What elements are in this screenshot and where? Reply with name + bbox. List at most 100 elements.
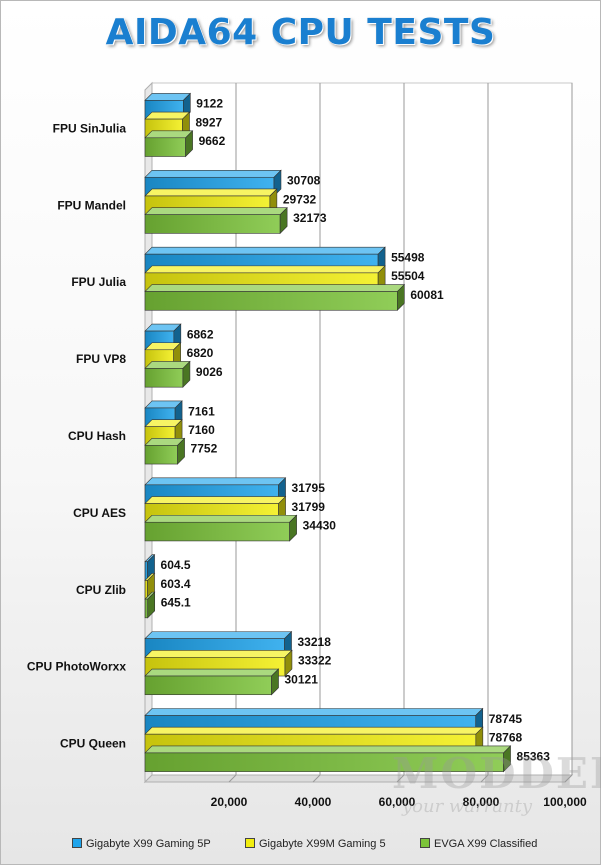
bar-top-face [144, 93, 192, 101]
legend-item: Gigabyte X99 Gaming 5P [72, 838, 211, 850]
data-label: 32173 [293, 211, 327, 225]
bar-top-face [144, 207, 288, 215]
category-label: CPU Hash [68, 429, 126, 443]
bar-top-face [144, 361, 191, 369]
category-label: CPU Queen [60, 737, 126, 751]
bar-end-face [147, 591, 156, 619]
data-label: 85363 [517, 749, 551, 763]
x-tick-label: 40,000 [295, 795, 332, 809]
bar-front-face [144, 521, 290, 542]
x-tick-label: 20,000 [211, 795, 248, 809]
data-label: 604.5 [161, 558, 191, 572]
data-label: 9026 [196, 365, 223, 379]
bar-top-face [144, 514, 298, 523]
bar-top-face [144, 668, 280, 677]
bar-end-face [503, 745, 511, 773]
plot-floor [143, 774, 574, 783]
bar-front-face [144, 368, 184, 388]
x-tick-label: 60,000 [379, 795, 416, 809]
bar-front-face [144, 580, 148, 600]
bar [144, 745, 512, 773]
gridline-floor [564, 774, 573, 783]
bar-front-face [144, 598, 149, 619]
bar-front-face [144, 137, 186, 157]
bar-end-face [177, 437, 185, 465]
gridline-floor [312, 774, 321, 783]
bar-top-face [144, 631, 293, 639]
data-label: 33322 [298, 654, 332, 668]
bar [144, 514, 298, 542]
bar-top-face [144, 265, 386, 274]
bar [144, 130, 194, 158]
data-label: 30121 [285, 672, 319, 686]
data-label: 31795 [292, 481, 326, 495]
data-label: 9122 [196, 97, 223, 111]
legend-item: EVGA X99 Classified [420, 838, 537, 850]
data-label: 55498 [391, 251, 425, 265]
category-label: CPU AES [73, 506, 126, 520]
category-label: FPU SinJulia [53, 121, 127, 135]
bar-top-face [144, 477, 287, 486]
legend-label: EVGA X99 Classified [434, 838, 538, 850]
category-label: CPU PhotoWorxx [27, 660, 126, 674]
bar [144, 360, 191, 388]
gridline-floor [480, 774, 489, 783]
data-label: 78768 [489, 731, 523, 745]
bar-front-face [144, 214, 281, 234]
legend-swatch [245, 838, 255, 848]
legend: Gigabyte X99 Gaming 5P Gigabyte X99M Gami… [0, 836, 601, 854]
data-label: 645.1 [161, 595, 191, 609]
bar-top-face [144, 650, 293, 658]
data-label: 60081 [410, 288, 444, 302]
bar-top-face [144, 284, 406, 292]
bar-end-face [182, 360, 191, 388]
bar-top-face [144, 111, 191, 120]
data-label: 7161 [188, 404, 215, 418]
bar [144, 206, 288, 235]
data-label: 29732 [283, 192, 317, 206]
bar-end-face [289, 514, 297, 542]
bar-front-face [144, 445, 178, 465]
bar-top-face [144, 708, 484, 716]
bar-front-face [144, 291, 398, 311]
bar-top-face [144, 496, 287, 504]
bar-front-face [144, 675, 272, 696]
bar-top-face [144, 726, 484, 735]
data-label: 9662 [199, 134, 226, 148]
chart-title: AIDA64 CPU TESTS [105, 12, 496, 53]
data-label: 6820 [187, 346, 214, 360]
category-label: CPU Zlib [76, 583, 126, 597]
bar-top-face [144, 169, 282, 178]
bar-front-face [144, 752, 504, 772]
data-label: 31799 [292, 500, 326, 514]
category-label: FPU VP8 [76, 352, 126, 366]
bar [144, 668, 280, 696]
gridline-floor [396, 774, 405, 783]
bar-top-face [144, 130, 194, 139]
bar-end-face [271, 668, 279, 696]
bar-top-face [144, 745, 512, 754]
bar-end-face [279, 206, 288, 235]
data-label: 55504 [391, 269, 425, 283]
bar [144, 591, 156, 619]
gridline-floor [228, 774, 237, 783]
data-label: 603.4 [161, 577, 191, 591]
bar-end-face [185, 130, 193, 158]
data-label: 33218 [298, 635, 332, 649]
data-label: 34430 [303, 519, 337, 533]
bar-top-face [144, 188, 278, 197]
x-tick-label: 100,000 [543, 795, 587, 809]
bar-front-face [144, 561, 148, 581]
x-tick-label: 80,000 [463, 795, 500, 809]
data-label: 6862 [187, 327, 214, 341]
bar [144, 283, 406, 311]
legend-label: Gigabyte X99M Gaming 5 [259, 838, 386, 850]
data-label: 8927 [195, 115, 222, 129]
bar [144, 437, 186, 465]
data-label: 7752 [191, 442, 218, 456]
data-label: 30708 [287, 174, 321, 188]
category-label: FPU Mandel [57, 198, 126, 212]
data-label: 7160 [188, 423, 215, 437]
data-label: 78745 [489, 712, 523, 726]
legend-label: Gigabyte X99 Gaming 5P [86, 838, 211, 850]
